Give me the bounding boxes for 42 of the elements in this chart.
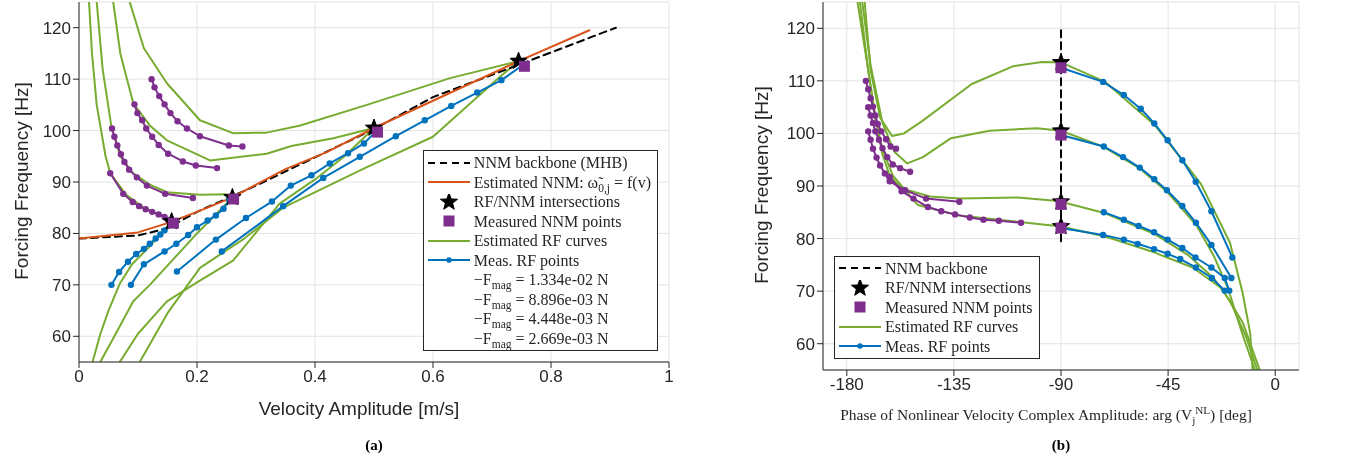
x-tick-label: -90: [1048, 375, 1074, 395]
x-tick-label: 0: [74, 367, 84, 387]
annotation: −F$_{mag}$ = 1.334e-02 N: [472, 270, 610, 292]
legend-label: Estimated RF curves: [885, 317, 1019, 337]
y-axis-title: Forcing Frequency [Hz]: [11, 81, 33, 282]
x-tick-label: 0.4: [303, 367, 327, 387]
y-tick-label: 80: [796, 229, 815, 249]
y-tick-label: 70: [52, 275, 71, 295]
y-tick-label: 100: [42, 121, 71, 141]
y-tick-label: 60: [796, 334, 815, 354]
legend-label: Measured NNM points: [473, 211, 622, 231]
x-tick-label: -45: [1155, 375, 1181, 395]
legend-label: Meas. RF points: [473, 250, 580, 270]
legend-label: Estimated NNM: ω̃$_{0,j}$ = f(v): [473, 172, 651, 194]
legend-label: RF/NNM intersections: [885, 278, 1032, 298]
y-tick-label: 60: [52, 327, 71, 347]
y-tick-label: 110: [787, 71, 815, 91]
text: (a): [364, 437, 384, 454]
legend-label: NNM backbone: [885, 258, 988, 278]
x-axis-title: Phase of Nonlinear Velocity Complex Amplitude: arg (V$_{j}$$^{NL}$) [deg]: [839, 403, 1253, 427]
y-tick-label: 70: [796, 282, 815, 302]
legend-label: Measured NNM points: [885, 297, 1033, 317]
legend-label: Estimated RF curves: [473, 231, 608, 251]
x-tick-label: 0: [1270, 375, 1280, 395]
y-tick-label: 100: [786, 124, 815, 144]
legend-label: NNM backbone (MHB): [473, 153, 628, 173]
x-tick-label: 1: [664, 367, 674, 387]
legend-label: Meas. RF points: [885, 336, 991, 356]
y-tick-label: 110: [43, 70, 71, 90]
x-tick-label: 0.2: [185, 367, 209, 387]
x-tick-label: -135: [936, 375, 971, 395]
y-tick-label: 80: [52, 224, 71, 244]
x-axis-title: Velocity Amplitude [m/s]: [257, 398, 461, 420]
y-axis-title: Forcing Frequency [Hz]: [751, 85, 773, 286]
x-tick-label: 0.8: [539, 367, 563, 387]
y-tick-label: 120: [786, 19, 815, 39]
y-tick-label: 120: [42, 18, 71, 38]
y-tick-label: 90: [796, 177, 815, 197]
text: (b): [1050, 437, 1072, 454]
y-tick-label: 90: [52, 173, 71, 193]
x-tick-label: 0.6: [421, 367, 445, 387]
x-tick-label: -180: [829, 375, 864, 395]
